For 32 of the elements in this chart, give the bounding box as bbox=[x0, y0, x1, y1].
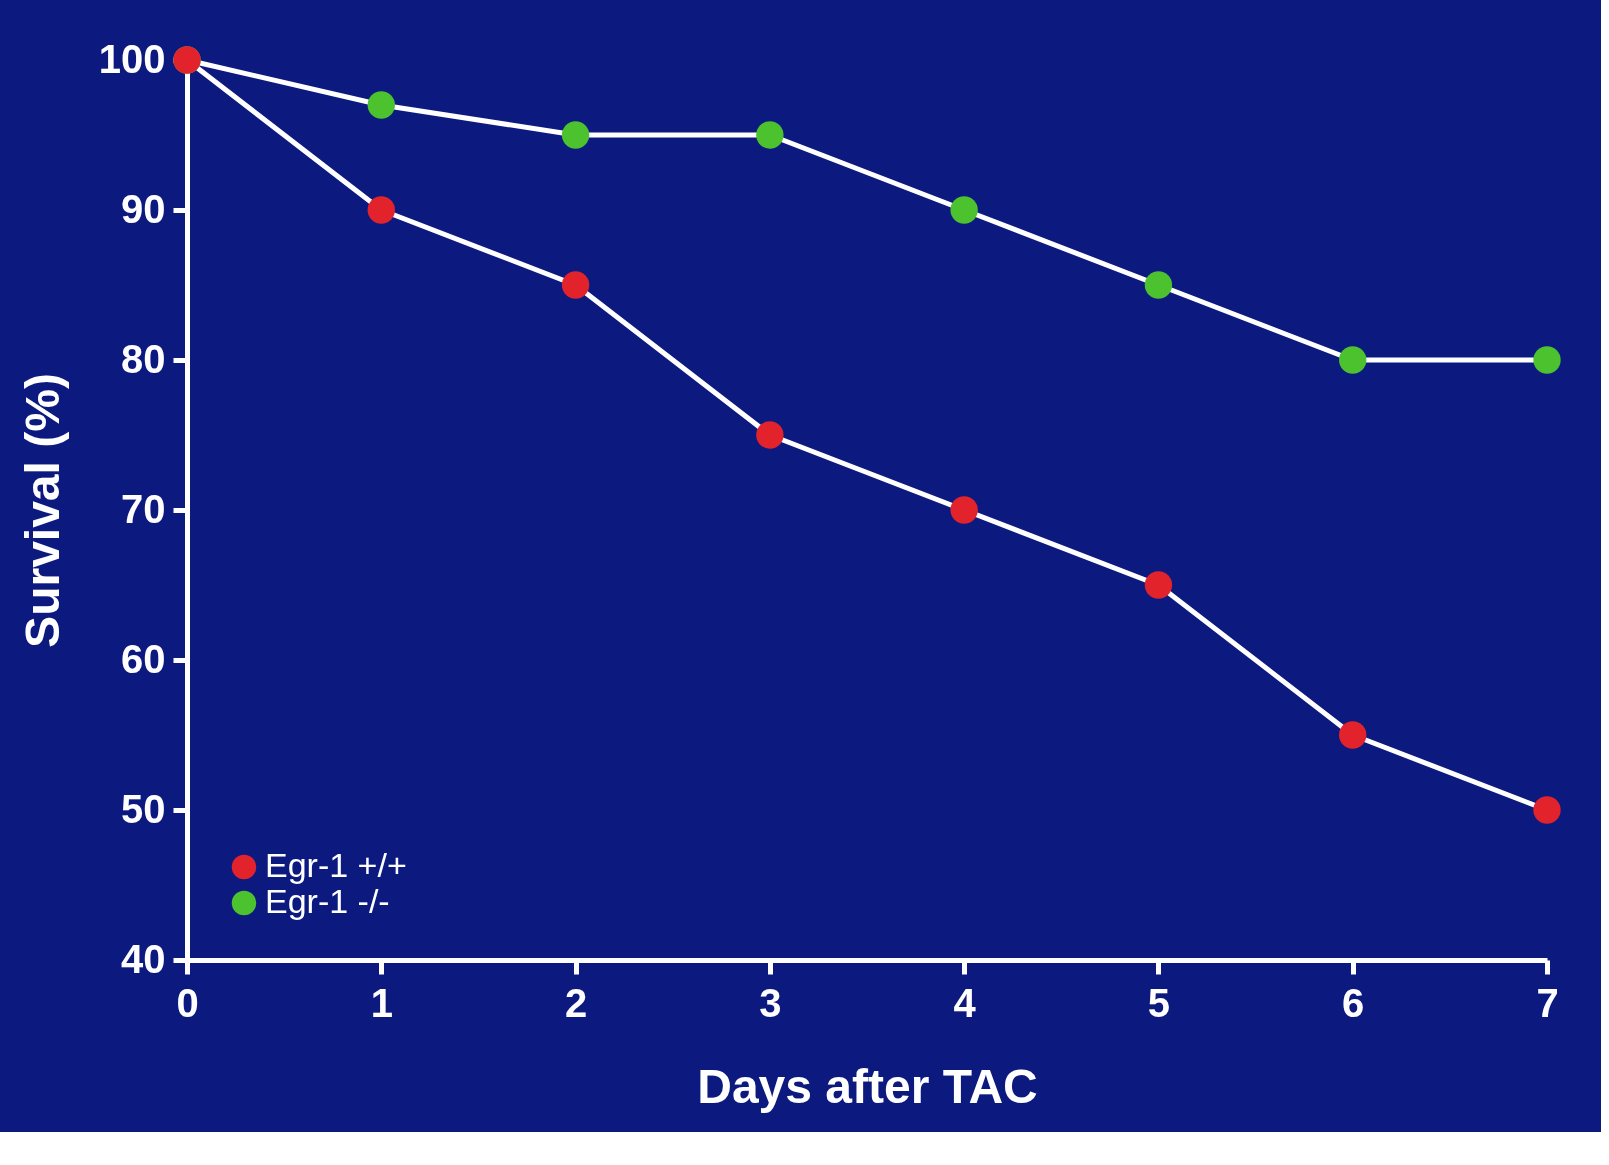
y-tick-label: 80 bbox=[121, 336, 166, 381]
point bbox=[1533, 346, 1561, 374]
point bbox=[950, 196, 978, 224]
point bbox=[756, 421, 784, 449]
y-tick-label: 50 bbox=[121, 786, 166, 831]
point bbox=[1339, 346, 1367, 374]
point bbox=[367, 91, 395, 119]
point bbox=[1144, 271, 1173, 299]
point bbox=[367, 196, 395, 224]
x-tick-label: 2 bbox=[564, 980, 588, 1025]
point bbox=[950, 496, 978, 524]
y-tick-label: 100 bbox=[98, 36, 166, 81]
y-axis-title: Survival (%) bbox=[15, 373, 69, 648]
y-tick-label: 60 bbox=[121, 636, 166, 681]
y-tick-label: 40 bbox=[121, 936, 166, 981]
point bbox=[1144, 571, 1173, 599]
y-tick-label: 70 bbox=[121, 486, 166, 531]
x-tick-label: 7 bbox=[1536, 980, 1559, 1025]
x-tick-label: 5 bbox=[1147, 980, 1171, 1025]
x-tick-label: 0 bbox=[176, 980, 199, 1025]
legend-label: Egr-1 +/+ bbox=[265, 846, 407, 884]
point bbox=[561, 121, 590, 149]
point bbox=[1339, 721, 1367, 749]
y-tick-label: 90 bbox=[121, 186, 166, 231]
x-tick-label: 1 bbox=[370, 980, 393, 1025]
x-tick-label: 3 bbox=[759, 980, 782, 1025]
x-tick-label: 4 bbox=[953, 980, 977, 1025]
point bbox=[1533, 796, 1561, 824]
x-tick-label: 6 bbox=[1342, 980, 1365, 1025]
point bbox=[561, 271, 590, 299]
x-axis-title: Days after TAC bbox=[697, 1059, 1038, 1113]
point bbox=[756, 121, 784, 149]
